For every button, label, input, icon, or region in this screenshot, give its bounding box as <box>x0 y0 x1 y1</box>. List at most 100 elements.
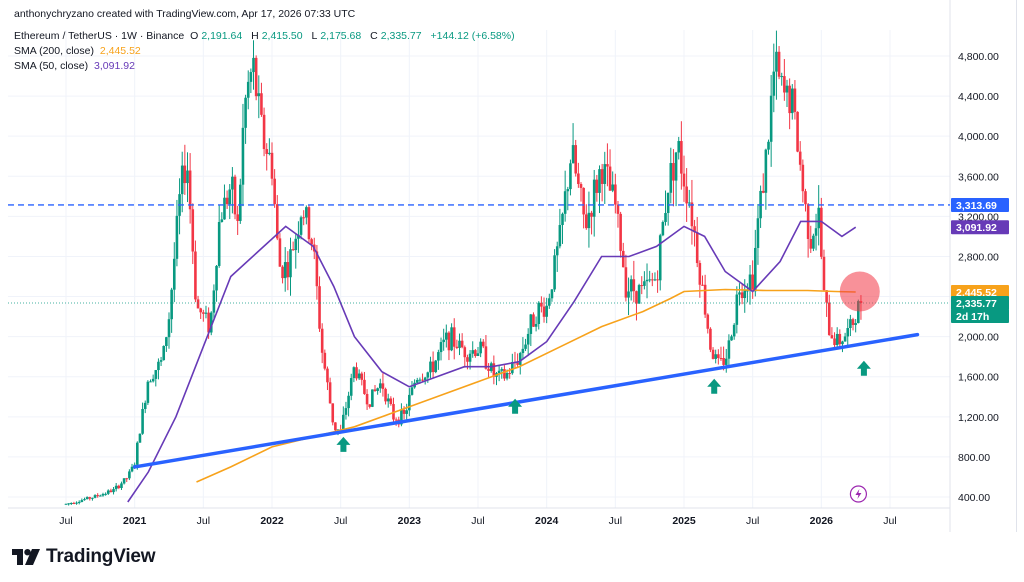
price-label-text: 3,091.92 <box>956 222 997 234</box>
candle-body <box>524 344 527 349</box>
legend-sma50-row[interactable]: SMA (50, close) 3,091.92 <box>14 60 138 72</box>
y-tick-label: 1,200.00 <box>958 412 999 424</box>
sma50-line <box>127 220 857 503</box>
candle-body <box>96 495 99 497</box>
candle-body <box>685 186 688 204</box>
candle-body <box>608 166 612 191</box>
candle-body <box>365 393 369 405</box>
candle-body <box>761 190 765 193</box>
candle-body <box>730 336 733 341</box>
candle-body <box>682 173 686 187</box>
legend-symbol[interactable]: Ethereum / TetherUS · 1W · Binance <box>14 30 185 42</box>
candle-body <box>590 212 593 217</box>
x-tick-label: Jul <box>883 515 896 527</box>
candle-body <box>209 312 213 333</box>
candle-body <box>381 383 385 389</box>
candle-body <box>643 281 646 286</box>
candle-body <box>798 151 802 165</box>
candle-body <box>431 361 435 373</box>
candle-body <box>587 212 591 229</box>
candle-body <box>764 149 768 193</box>
candle-body <box>487 368 490 371</box>
candle-body <box>722 358 725 365</box>
candle-body <box>268 152 271 154</box>
y-tick-label: 1,600.00 <box>958 372 999 384</box>
x-tick-label: 2026 <box>810 515 834 527</box>
legend-sma200-row[interactable]: SMA (200, close) 2,445.52 <box>14 45 144 57</box>
candle-body <box>186 170 189 184</box>
candle-body <box>439 342 443 353</box>
candle-body <box>754 247 757 292</box>
ohlc-low: L 2,175.68 <box>311 30 362 42</box>
candle-body <box>120 483 123 489</box>
candle-body <box>450 327 453 351</box>
candle-body <box>645 279 649 282</box>
candle-body <box>445 332 448 340</box>
ohlc-open: O 2,191.64 <box>190 30 243 42</box>
candle-body <box>555 246 559 256</box>
candle-body <box>447 332 451 351</box>
candle-body <box>302 217 305 219</box>
support-arrow-icon <box>336 436 351 452</box>
ohlc-high: H 2,415.50 <box>251 30 303 42</box>
candle-body <box>521 348 525 354</box>
candle-body <box>740 292 744 299</box>
x-tick-label: 2022 <box>260 515 284 527</box>
candle-body <box>275 204 279 239</box>
candle-body <box>804 191 807 205</box>
candle-body <box>474 350 477 357</box>
candle-body <box>175 215 179 259</box>
candle-body <box>141 409 144 434</box>
price-label-bg <box>951 284 1009 299</box>
candle-body <box>138 433 142 443</box>
candle-body <box>320 328 324 353</box>
support-arrow-icon <box>508 398 523 414</box>
candle-body <box>553 255 556 290</box>
candle-body <box>265 149 269 154</box>
candle-body <box>772 71 776 96</box>
candles-group <box>64 30 863 506</box>
candle-body <box>471 350 475 354</box>
candle-body <box>106 490 110 494</box>
candle-body <box>767 141 770 150</box>
candle-body <box>624 267 628 298</box>
candle-body <box>790 88 794 114</box>
candle-body <box>785 85 789 93</box>
candle-body <box>606 164 609 167</box>
candle-body <box>709 328 712 350</box>
candle-body <box>577 173 580 185</box>
candle-body <box>286 262 290 278</box>
candle-body <box>719 357 723 359</box>
candle-body <box>77 501 81 503</box>
eth-usdt-weekly-chart[interactable]: 400.00800.001,200.001,600.002,000.002,40… <box>8 0 1016 532</box>
candle-body <box>357 373 361 379</box>
candle-body <box>244 97 247 128</box>
candle-body <box>378 383 382 389</box>
candle-body <box>838 333 842 345</box>
candle-body <box>687 202 691 204</box>
candle-body <box>347 395 350 409</box>
tradingview-brand[interactable]: TradingView <box>12 546 156 568</box>
candle-body <box>344 408 348 415</box>
brand-name: TradingView <box>46 546 156 567</box>
candle-body <box>455 346 459 348</box>
candle-body <box>542 306 546 317</box>
candle-body <box>492 363 496 377</box>
candle-body <box>149 381 152 383</box>
candle-body <box>220 219 224 223</box>
x-tick-label: Jul <box>334 515 347 527</box>
price-label-bg <box>951 308 1009 323</box>
candle-body <box>191 209 195 252</box>
candle-body <box>632 279 636 292</box>
candle-body <box>563 191 567 214</box>
candle-body <box>249 72 253 82</box>
candle-body <box>820 207 823 257</box>
candle-body <box>511 362 514 374</box>
candle-body <box>400 409 403 425</box>
candle-body <box>532 314 535 327</box>
candle-body <box>788 85 791 114</box>
candle-body <box>117 485 121 489</box>
candle-body <box>569 163 572 190</box>
candle-body <box>233 176 237 215</box>
candle-body <box>814 228 818 236</box>
